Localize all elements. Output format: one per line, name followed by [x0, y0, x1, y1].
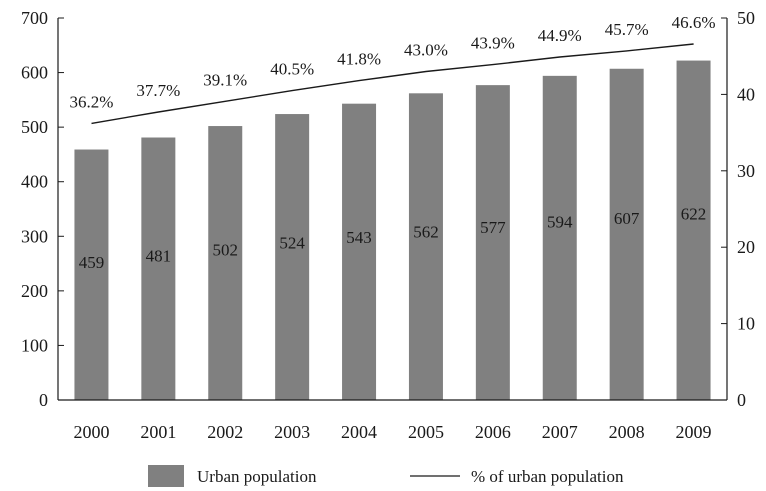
x-tick-label-2001: 2001	[140, 422, 176, 442]
bar-value-label-2005: 562	[413, 222, 439, 241]
y-left-tick-label-200: 200	[21, 281, 48, 301]
y-left-tick-label-600: 600	[21, 63, 48, 83]
bar-2006	[475, 85, 510, 400]
y-right-tick-label-40: 40	[737, 84, 755, 104]
bar-value-label-2004: 543	[346, 228, 372, 247]
axes-group: 2000 2001 2002 2003 2004 2005 2006 2007 2008 2009…	[21, 8, 755, 442]
bar-2007	[542, 75, 577, 401]
x-tick-label-2003: 2003	[274, 422, 310, 442]
bar-value-label-2003: 524	[279, 234, 305, 253]
percent-label-2000: 36.2%	[69, 92, 113, 111]
y-right-tick-label-0: 0	[737, 390, 746, 410]
bar-value-label-2000: 459	[79, 253, 105, 272]
bar-2008	[609, 68, 644, 400]
percent-label-2001: 37.7%	[136, 81, 180, 100]
bars-group: 459 481 502 524 543 562 577 594 607 622	[74, 60, 711, 401]
y-right-tick-label-50: 50	[737, 8, 755, 28]
percent-label-2005: 43.0%	[404, 40, 448, 59]
percent-label-2006: 43.9%	[471, 34, 515, 53]
x-tick-label-2006: 2006	[475, 422, 511, 442]
y-right-tick-label-20: 20	[737, 237, 755, 257]
y-left-tick-label-400: 400	[21, 172, 48, 192]
y-left-tick-label-500: 500	[21, 117, 48, 137]
bar-value-label-2006: 577	[480, 218, 506, 237]
bar-2005	[408, 93, 443, 401]
line-layer: 36.2% 37.7% 39.1% 40.5% 41.8% 43.0% 43.9% 44.9%…	[69, 13, 716, 125]
x-tick-label-2004: 2004	[341, 422, 377, 442]
bar-2003	[275, 114, 310, 400]
percent-label-2002: 39.1%	[203, 70, 247, 89]
x-tick-label-2000: 2000	[73, 422, 109, 442]
percent-label-2004: 41.8%	[337, 50, 381, 69]
x-tick-label-2002: 2002	[207, 422, 243, 442]
bar-value-label-2002: 502	[213, 240, 239, 259]
y-left-tick-label-0: 0	[39, 390, 48, 410]
x-tick-label-2005: 2005	[408, 422, 444, 442]
bar-2004	[342, 103, 377, 401]
x-tick-label-2007: 2007	[542, 422, 578, 442]
x-tick-label-2009: 2009	[676, 422, 712, 442]
legend: Urban population % of urban population	[148, 465, 624, 487]
percent-label-2009: 46.6%	[672, 13, 716, 32]
bar-2000	[74, 149, 109, 400]
bar-value-label-2007: 594	[547, 213, 573, 232]
percent-label-2007: 44.9%	[538, 26, 582, 45]
legend-label-urban-percent: % of urban population	[471, 467, 624, 486]
legend-label-urban-population: Urban population	[197, 467, 317, 486]
y-right-tick-label-10: 10	[737, 314, 755, 334]
bar-value-label-2008: 607	[614, 209, 640, 228]
bar-value-label-2009: 622	[681, 204, 707, 223]
y-left-tick-label-700: 700	[21, 8, 48, 28]
y-left-tick-label-100: 100	[21, 335, 48, 355]
bar-2002	[208, 126, 243, 401]
legend-swatch-urban-population	[148, 465, 184, 487]
bar-2009	[676, 60, 711, 401]
percent-label-2008: 45.7%	[605, 20, 649, 39]
percent-line	[91, 43, 694, 125]
bar-2001	[141, 137, 176, 401]
x-tick-label-2008: 2008	[609, 422, 645, 442]
y-right-tick-label-30: 30	[737, 161, 755, 181]
bar-value-label-2001: 481	[146, 247, 172, 266]
percent-label-2003: 40.5%	[270, 60, 314, 79]
y-left-tick-label-300: 300	[21, 226, 48, 246]
